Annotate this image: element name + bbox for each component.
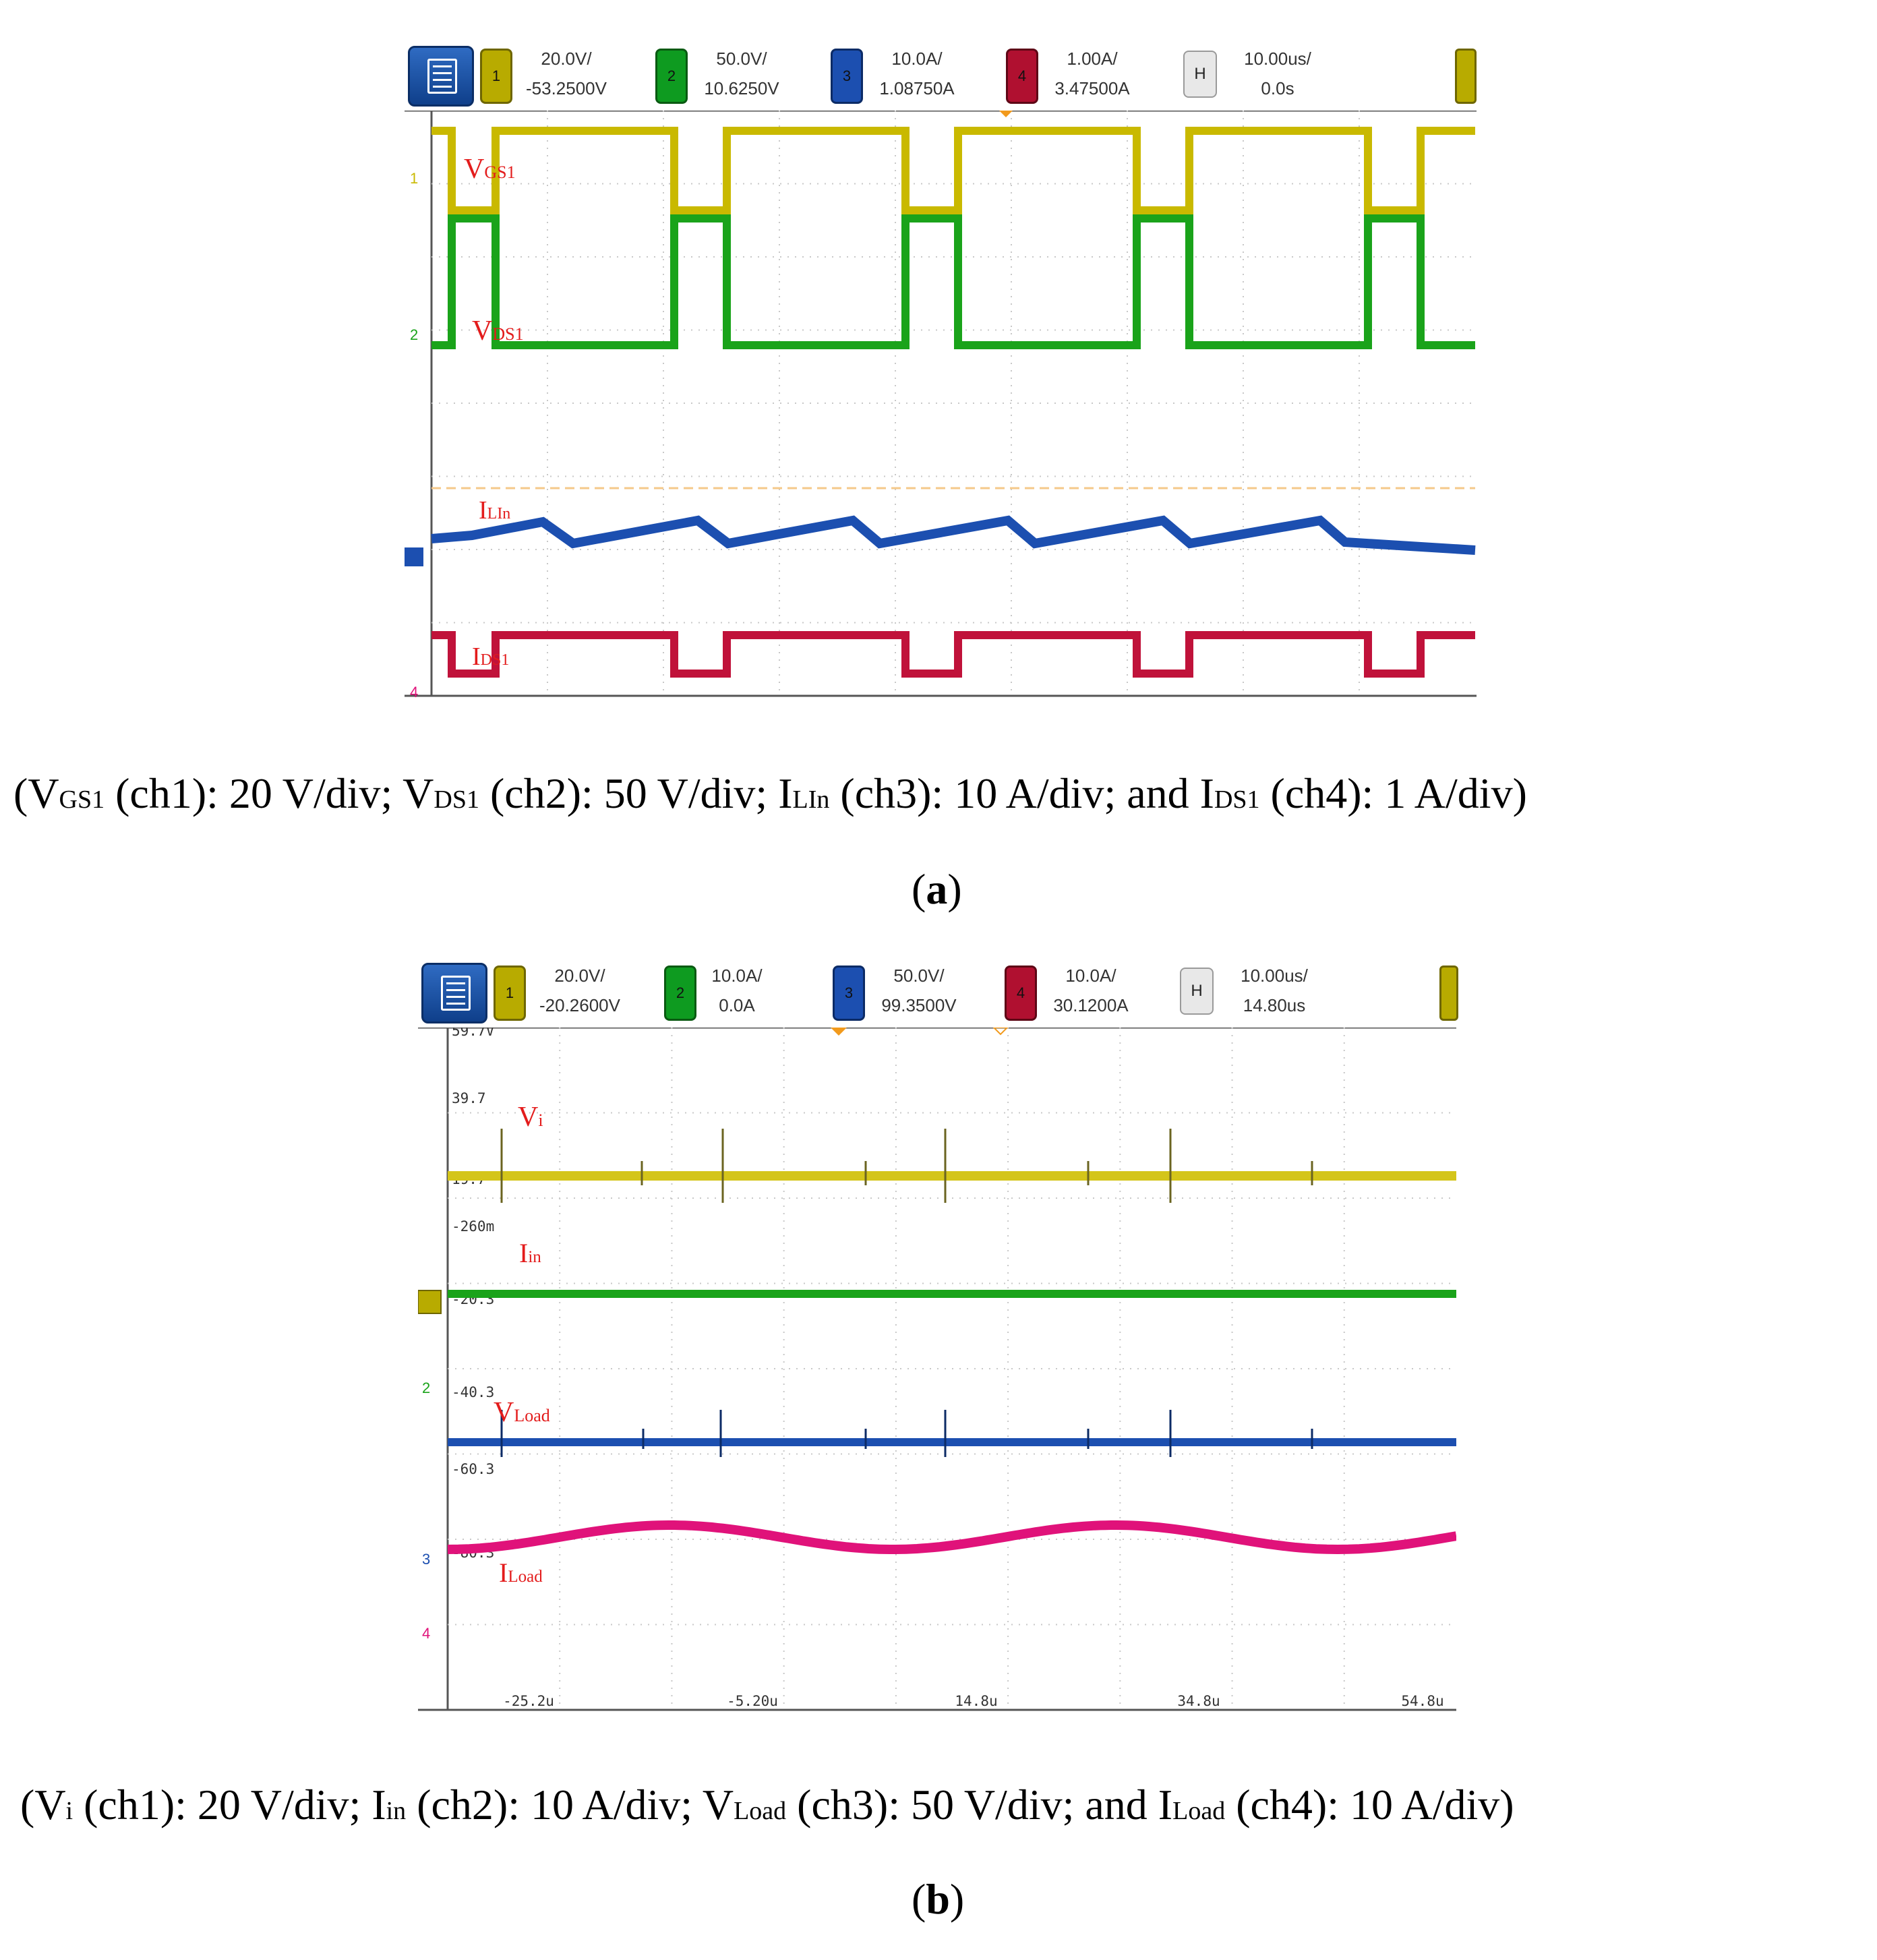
caption-a: (VGS1 (ch1): 20 V/div; VDS1 (ch2): 50 V/…	[13, 769, 1527, 817]
channel4-offset: 3.47500A	[1054, 78, 1130, 98]
time-label: 54.8u	[1401, 1693, 1443, 1709]
axis-label: 39.7	[452, 1090, 486, 1106]
channel1-scale: 20.0V/	[541, 49, 592, 69]
caption-b: (Vi (ch1): 20 V/div; Iin (ch2): 10 A/div…	[20, 1781, 1514, 1829]
grid-b	[448, 1028, 1456, 1710]
vload-label: VLoad	[494, 1397, 550, 1428]
scope-toolbar-a: 1 20.0V/ -53.2500V 2 50.0V/ 10.6250V 3 1…	[405, 40, 1477, 108]
iload-label: ILoad	[499, 1557, 543, 1588]
channel2-button[interactable]: 2	[655, 49, 688, 104]
channel1-scale: 20.0V/	[554, 966, 605, 986]
channel1-offset: -53.2500V	[526, 78, 607, 98]
channel4-scale: 1.00A/	[1067, 49, 1118, 69]
grid-a	[431, 111, 1475, 696]
iin-label: Iin	[519, 1238, 541, 1268]
ch2-ground-marker: 2	[422, 1379, 430, 1396]
time-label: 34.8u	[1177, 1693, 1220, 1709]
waveform-display-b: 59.7V39.719.7-260m-20.3-40.3-60.3-80.3-2…	[418, 1028, 1456, 1711]
channel4-offset: 30.1200A	[1053, 995, 1129, 1015]
ilin-trace	[431, 515, 1476, 555]
channel3-button[interactable]: 3	[831, 49, 863, 104]
horizontal-scale: 10.00us/	[1244, 49, 1311, 69]
waveform-display-a: 1 2 4 VGS1 VDS1 ILIn IDS1	[405, 111, 1477, 701]
time-label: 14.8u	[955, 1693, 997, 1709]
ch4-ground-marker: 4	[422, 1625, 430, 1642]
menu-icon	[441, 976, 471, 1011]
ch1-ground-marker	[418, 1290, 442, 1314]
vds1-label: VDS1	[472, 316, 524, 347]
channel-overflow-button[interactable]	[1439, 966, 1458, 1021]
channel1-button[interactable]: 1	[494, 966, 526, 1021]
ch2-ground-marker: 2	[410, 326, 418, 343]
trigger-marker	[999, 111, 1013, 117]
horizontal-button[interactable]: H	[1180, 968, 1214, 1015]
channel2-button[interactable]: 2	[664, 966, 696, 1021]
time-label: -5.20u	[727, 1693, 778, 1709]
channel2-offset: 0.0A	[719, 995, 755, 1015]
ids1-label: IDS1	[472, 643, 509, 671]
channel2-scale: 50.0V/	[716, 49, 767, 69]
iload-trace	[447, 1520, 1456, 1555]
menu-button[interactable]	[421, 963, 487, 1023]
channel3-offset: 99.3500V	[881, 995, 957, 1015]
vgs1-label: VGS1	[464, 154, 516, 185]
ilin-label: ILIn	[479, 496, 510, 525]
trigger-position-marker	[992, 1028, 1009, 1036]
menu-icon	[427, 59, 457, 94]
channel-overflow-button[interactable]	[1455, 49, 1477, 104]
vi-label: Vi	[518, 1102, 543, 1133]
channel2-offset: 10.6250V	[704, 78, 779, 98]
menu-button[interactable]	[408, 46, 474, 107]
panel-tag-b: (b)	[912, 1875, 965, 1923]
panel-tag-a: (a)	[912, 865, 962, 913]
horizontal-scale: 10.00us/	[1241, 966, 1308, 986]
channel4-button[interactable]: 4	[1005, 966, 1037, 1021]
ch4-ground-marker: 4	[410, 684, 418, 701]
scope-toolbar-b: 1 20.0V/ -20.2600V 2 10.0A/ 0.0A 3 50.0V…	[418, 957, 1458, 1025]
scope-panel-b: 1 20.0V/ -20.2600V 2 10.0A/ 0.0A 3 50.0V…	[418, 957, 1458, 1726]
ids1-trace	[431, 631, 1475, 678]
channel4-scale: 10.0A/	[1065, 966, 1116, 986]
vds1-trace	[431, 214, 1475, 349]
horizontal-position: 0.0s	[1261, 78, 1294, 98]
channel4-button[interactable]: 4	[1006, 49, 1038, 104]
channel3-scale: 50.0V/	[893, 966, 945, 986]
horizontal-button[interactable]: H	[1183, 51, 1217, 98]
ch3-ground-marker	[405, 547, 423, 566]
trigger-marker	[831, 1028, 847, 1036]
ch1-ground-marker: 1	[410, 170, 418, 187]
channel3-button[interactable]: 3	[833, 966, 865, 1021]
scope-panel-a: 1 20.0V/ -53.2500V 2 50.0V/ 10.6250V 3 1…	[405, 40, 1477, 701]
channel2-scale: 10.0A/	[711, 966, 763, 986]
horizontal-position: 14.80us	[1243, 995, 1306, 1015]
vgs1-trace	[431, 127, 1475, 214]
ch3-ground-marker: 3	[422, 1551, 430, 1568]
channel1-button[interactable]: 1	[480, 49, 512, 104]
channel1-offset: -20.2600V	[539, 995, 620, 1015]
channel3-offset: 1.08750A	[879, 78, 955, 98]
time-label: -25.2u	[503, 1693, 554, 1709]
axis-label: -60.3	[452, 1461, 494, 1477]
channel3-scale: 10.0A/	[891, 49, 943, 69]
axis-label: -40.3	[452, 1384, 494, 1400]
axis-label: 59.7V	[452, 1028, 495, 1039]
axis-label: -260m	[452, 1218, 494, 1235]
